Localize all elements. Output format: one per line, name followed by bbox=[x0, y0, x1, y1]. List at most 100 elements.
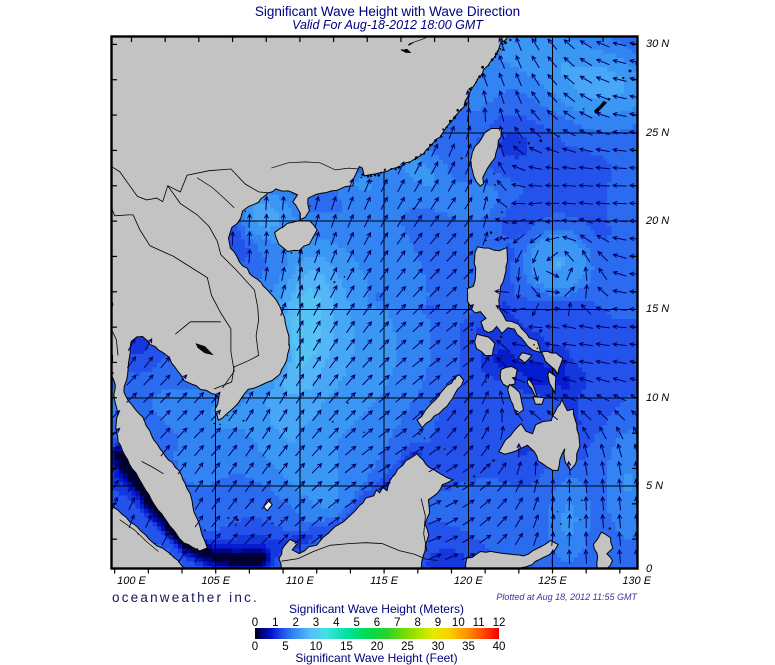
sea-cell bbox=[241, 424, 246, 430]
sea-cell bbox=[632, 539, 638, 545]
page-title: Significant Wave Height with Wave Direct… bbox=[254, 4, 521, 19]
sea-cell bbox=[531, 455, 537, 461]
sea-cell bbox=[236, 472, 242, 478]
sea-cell bbox=[565, 490, 570, 496]
sea-cell bbox=[607, 433, 612, 438]
sea-cell bbox=[468, 512, 473, 518]
sea-cell bbox=[350, 486, 356, 491]
sea-cell bbox=[468, 459, 473, 465]
sea-cell bbox=[455, 442, 461, 447]
sea-cell bbox=[312, 428, 318, 434]
sea-cell bbox=[367, 419, 372, 425]
sea-cell bbox=[266, 530, 271, 536]
sea-cell bbox=[502, 397, 507, 403]
sea-cell bbox=[539, 561, 545, 567]
sea-cell bbox=[447, 521, 452, 527]
sea-cell bbox=[586, 481, 591, 487]
sea-cell bbox=[161, 534, 166, 540]
sea-cell bbox=[586, 446, 591, 452]
sea-cell bbox=[190, 433, 196, 438]
sea-cell bbox=[413, 402, 419, 408]
sea-cell bbox=[236, 521, 242, 527]
sea-cell bbox=[392, 424, 398, 430]
sea-cell bbox=[266, 561, 271, 567]
sea-cell bbox=[459, 428, 465, 434]
sea-cell bbox=[464, 464, 469, 469]
sea-cell bbox=[569, 530, 574, 536]
sea-cell bbox=[169, 397, 175, 403]
sea-cell bbox=[139, 512, 145, 518]
sea-cell bbox=[451, 499, 457, 505]
sea-cell bbox=[485, 433, 490, 438]
sea-cell bbox=[274, 397, 280, 403]
sea-cell bbox=[182, 548, 187, 553]
sea-cell bbox=[270, 464, 276, 469]
sea-cell bbox=[203, 433, 208, 438]
sea-cell bbox=[510, 450, 516, 456]
sea-cell bbox=[438, 411, 444, 416]
sea-cell bbox=[161, 437, 166, 443]
sea-cell bbox=[135, 517, 141, 522]
sea-cell bbox=[270, 406, 276, 412]
sea-cell bbox=[342, 393, 347, 399]
sea-cell bbox=[291, 503, 297, 509]
sea-cell bbox=[152, 521, 158, 527]
sea-cell bbox=[624, 495, 629, 500]
sea-cell bbox=[224, 561, 229, 567]
sea-cell bbox=[186, 415, 191, 421]
sea-cell bbox=[182, 419, 187, 425]
sea-cell bbox=[619, 490, 625, 496]
sea-cell bbox=[270, 521, 276, 527]
sea-cell bbox=[111, 402, 116, 408]
sea-cell bbox=[586, 517, 591, 522]
sea-cell bbox=[510, 508, 516, 514]
sea-cell bbox=[182, 415, 187, 421]
sea-cell bbox=[619, 543, 625, 549]
sea-cell bbox=[447, 411, 452, 416]
sea-cell bbox=[207, 402, 212, 408]
sea-cell bbox=[257, 450, 263, 456]
sea-cell bbox=[476, 424, 482, 430]
sea-cell bbox=[224, 495, 229, 500]
sea-cell bbox=[156, 530, 162, 536]
sea-cell bbox=[186, 455, 191, 461]
sea-cell bbox=[384, 406, 389, 412]
sea-cell bbox=[253, 495, 259, 500]
sea-cell bbox=[342, 468, 347, 474]
sea-cell bbox=[447, 450, 452, 456]
sea-cell bbox=[577, 490, 583, 496]
sea-cell bbox=[417, 402, 423, 408]
sea-cell bbox=[603, 437, 608, 443]
sea-cell bbox=[535, 539, 541, 545]
sea-cell bbox=[329, 468, 335, 474]
sea-cell bbox=[569, 525, 574, 531]
sea-cell bbox=[291, 530, 297, 536]
sea-cell bbox=[262, 490, 267, 496]
sea-cell bbox=[392, 415, 398, 421]
sea-cell bbox=[405, 442, 410, 447]
sea-cell bbox=[182, 433, 187, 438]
sea-cell bbox=[152, 530, 158, 536]
sea-cell bbox=[182, 402, 187, 408]
sea-cell bbox=[560, 512, 566, 518]
sea-cell bbox=[232, 486, 238, 491]
sea-cell bbox=[304, 512, 309, 518]
sea-cell bbox=[165, 455, 170, 461]
sea-cell bbox=[156, 393, 162, 399]
sea-cell bbox=[434, 512, 440, 518]
sea-cell bbox=[569, 486, 574, 491]
sea-cell bbox=[615, 565, 621, 569]
sea-cell bbox=[624, 548, 629, 553]
sea-cell bbox=[266, 486, 271, 491]
sea-cell bbox=[316, 419, 322, 425]
sea-cell bbox=[430, 530, 436, 536]
sea-cell bbox=[375, 415, 381, 421]
sea-cell bbox=[165, 402, 170, 408]
sea-cell bbox=[228, 459, 233, 465]
sea-cell bbox=[262, 464, 267, 469]
sea-cell bbox=[283, 442, 288, 447]
sea-cell bbox=[304, 455, 309, 461]
sea-cell bbox=[169, 402, 175, 408]
sea-cell bbox=[291, 468, 297, 474]
sea-cell bbox=[320, 495, 326, 500]
